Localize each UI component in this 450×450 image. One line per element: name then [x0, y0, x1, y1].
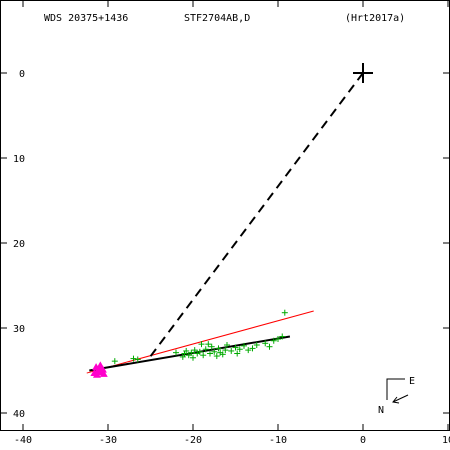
green-observation-point: [134, 356, 141, 363]
green-observation-point: [173, 349, 179, 356]
x-tick-label: -20: [184, 435, 202, 446]
green-observation-point: [215, 345, 222, 352]
green-observation-point: [111, 358, 118, 365]
green-observation-point: [185, 352, 192, 359]
compass-north: N: [378, 405, 384, 416]
compass-axes: [386, 378, 405, 400]
green-observation-point: [213, 353, 220, 360]
magenta-observation-point: [94, 367, 103, 375]
green-observation-point: [275, 336, 281, 343]
green-observation-point: [270, 337, 277, 344]
green-observation-point: [245, 347, 252, 354]
green-observation-point: [262, 340, 269, 347]
x-tick-label: -40: [14, 435, 32, 446]
red-fit-line: [86, 310, 314, 374]
green-observation-point: [232, 344, 239, 351]
motion-arrow: [392, 394, 409, 403]
green-observation-point: [198, 341, 205, 348]
green-observation-point: [179, 353, 186, 360]
green-observation-point: [211, 348, 218, 355]
green-observation-point: [279, 333, 286, 340]
magenta-observation-point: [98, 365, 107, 373]
green-observation-point: [191, 347, 198, 354]
green-observation-point: [253, 342, 260, 348]
green-observation-point: [224, 342, 230, 348]
green-observation-point: [236, 346, 243, 353]
orbit-arc-line: [89, 335, 291, 372]
green-observation-point: [200, 352, 207, 359]
discoverer-code: STF2704AB,D: [184, 13, 250, 24]
green-observation-point: [281, 309, 288, 316]
green-observation-point: [205, 341, 212, 348]
x-tick-label: 10: [442, 435, 450, 446]
green-observation-point: [196, 348, 203, 355]
y-tick-label: 40: [13, 409, 25, 420]
magenta-observation-point: [99, 369, 108, 377]
x-tick-label: -10: [269, 435, 287, 446]
reference: (Hrt2017a): [345, 13, 405, 24]
green-observation-point: [188, 349, 195, 356]
x-tick-label: -30: [99, 435, 117, 446]
green-observation-point: [234, 350, 241, 357]
observation-points: [90, 309, 288, 378]
green-observation-point: [190, 354, 196, 361]
compass-east: E: [409, 376, 415, 387]
y-tick-label: 20: [13, 239, 25, 250]
dashed-separation-line: [148, 72, 364, 360]
magenta-observation-point: [96, 361, 105, 369]
y-tick-label: 10: [13, 154, 25, 165]
green-observation-point: [207, 350, 213, 357]
green-observation-point: [183, 347, 190, 354]
green-observation-point: [249, 345, 256, 352]
plot-frame: [0, 0, 450, 431]
green-observation-point: [219, 351, 226, 358]
x-tick-label: 0: [360, 435, 366, 446]
green-observation-point: [228, 347, 235, 354]
green-observation-point: [266, 343, 273, 350]
green-observation-point: [208, 343, 215, 350]
green-observation-point: [222, 347, 229, 354]
y-tick-label: 0: [19, 69, 25, 80]
green-observation-point: [130, 355, 137, 362]
motion-arrow-head: [392, 396, 400, 404]
orbit-lines: [86, 63, 373, 374]
wds-id: WDS 20375+1436: [44, 13, 128, 24]
compass: E N: [378, 376, 415, 416]
green-observation-point: [241, 342, 247, 349]
green-observation-point: [202, 346, 209, 353]
y-tick-label: 30: [13, 324, 25, 335]
